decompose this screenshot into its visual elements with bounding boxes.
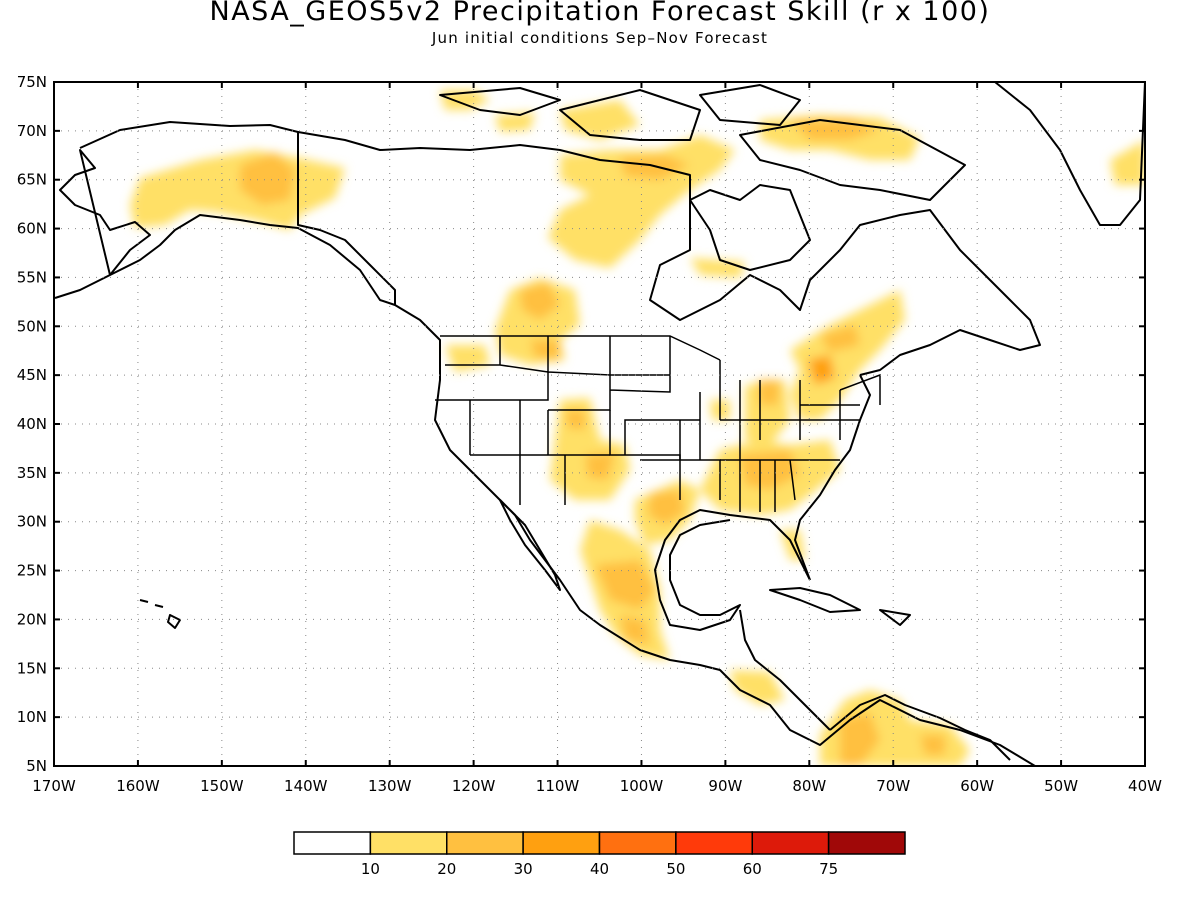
legend-swatch [751, 831, 830, 855]
skill-area-greenland-east [1110, 140, 1145, 185]
legend-swatch [827, 831, 906, 855]
lat-label: 20N [17, 610, 47, 628]
coast-canada-arctic [297, 131, 1041, 376]
lon-label: 160W [116, 777, 160, 795]
skill-area-mexico-core [595, 560, 655, 645]
lat-label: 45N [17, 366, 47, 384]
lat-label: 35N [17, 464, 47, 482]
legend-label: 60 [743, 860, 762, 878]
lon-label: 60W [960, 777, 994, 795]
legend-label: 50 [666, 860, 685, 878]
skill-area-great-lakes-core [808, 355, 835, 385]
coast-east [794, 374, 871, 581]
skill-area-texas-core [648, 490, 685, 525]
skill-area-central-america [730, 670, 785, 705]
coast-alaska [54, 121, 396, 306]
lat-label: 25N [17, 562, 47, 580]
coast-greenland [994, 82, 1145, 226]
state-borders [435, 335, 881, 512]
skill-area-ohio-core [758, 380, 780, 405]
skill-area-alberta-core [520, 282, 560, 360]
coast-cuba [769, 587, 911, 626]
skill-area-hudson [690, 258, 745, 278]
lon-label: 70W [876, 777, 910, 795]
lon-label: 100W [620, 777, 664, 795]
coast-hudson-bay [689, 184, 811, 271]
latitude-labels: 5N 10N 15N 20N 25N 30N 35N 40N 45N 50N 55N 60N 65N 70… [17, 73, 47, 775]
lat-label: 55N [17, 268, 47, 286]
color-legend: 10 20 30 40 50 60 75 [293, 831, 906, 878]
lon-label: 90W [708, 777, 742, 795]
map-subtitle: Jun initial conditions Sep–Nov Forecast [431, 29, 769, 47]
lat-label: 70N [17, 122, 47, 140]
skill-area-colorado [550, 398, 630, 500]
skill-area-alaska [130, 150, 345, 230]
legend-label: 10 [361, 860, 380, 878]
lon-label: 80W [792, 777, 826, 795]
legend-label: 40 [590, 860, 609, 878]
coast-gulf [654, 509, 811, 631]
coast-central-america [739, 609, 831, 731]
lon-label: 140W [284, 777, 328, 795]
legend-swatch [675, 831, 753, 855]
lat-label: 30N [17, 513, 47, 531]
skill-shading [130, 90, 1145, 766]
skill-area-colorado-core [565, 410, 615, 480]
lon-label: 170W [32, 777, 76, 795]
legend-swatch [598, 831, 677, 855]
coast-baja [499, 499, 561, 591]
lat-label: 10N [17, 708, 47, 726]
legend-label: 20 [437, 860, 456, 878]
skill-area-nunavut-core [620, 155, 690, 180]
lon-label: 150W [200, 777, 244, 795]
lat-label: 50N [17, 317, 47, 335]
map-title: NASA_GEOS5v2 Precipitation Forecast Skil… [209, 0, 991, 27]
legend-label: 30 [514, 860, 533, 878]
lat-label: 75N [17, 73, 47, 91]
skill-area-washington [445, 345, 490, 372]
skill-area-ontario [820, 325, 860, 352]
legend-label: 75 [819, 860, 838, 878]
lat-label: 5N [26, 757, 47, 775]
lon-label: 130W [368, 777, 412, 795]
lon-label: 50W [1044, 777, 1078, 795]
coast-west [394, 304, 1036, 766]
axis-ticks [53, 81, 1146, 767]
skill-area-arctic-islands [440, 90, 640, 140]
lon-label: 110W [536, 777, 580, 795]
skill-area-great-lakes [790, 290, 905, 420]
lon-label: 120W [452, 777, 496, 795]
skill-area-baffin [790, 118, 880, 140]
coast-hawaii [139, 599, 181, 629]
coastlines [54, 82, 1145, 766]
coast-south-america [829, 694, 1011, 761]
legend-swatch [522, 831, 601, 855]
lat-label: 15N [17, 659, 47, 677]
skill-area-south-america-core [840, 712, 945, 766]
lat-label: 65N [17, 171, 47, 189]
lat-label: 60N [17, 220, 47, 238]
legend-swatch [446, 831, 524, 855]
legend-swatch [293, 831, 372, 855]
lat-label: 40N [17, 415, 47, 433]
skill-area-alaska-core [240, 152, 295, 205]
longitude-labels: 170W 160W 150W 140W 130W 120W 110W 100W 90W 80W 70… [32, 777, 1162, 795]
coast-arctic-islands [439, 84, 966, 201]
legend-swatch [369, 831, 448, 855]
lon-label: 40W [1128, 777, 1162, 795]
